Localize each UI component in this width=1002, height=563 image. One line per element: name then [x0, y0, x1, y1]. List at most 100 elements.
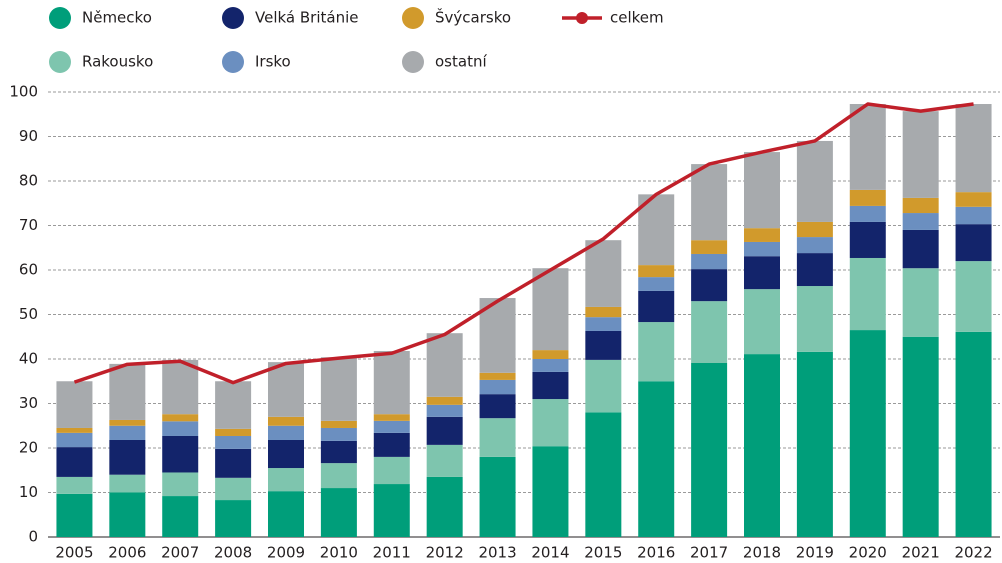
bar-segment [162, 414, 199, 422]
bar-segment [849, 257, 886, 331]
bar-segment [426, 404, 463, 417]
bar-segment [320, 420, 357, 428]
bar-segment [532, 359, 569, 372]
y-tick-label: 100 [9, 83, 38, 101]
bar-segment [796, 253, 833, 287]
bar-segment [215, 448, 252, 478]
bar-segment [56, 427, 93, 433]
bar-segment [56, 381, 93, 428]
bar-segment [426, 333, 463, 397]
x-tick-label: 2018 [743, 544, 781, 562]
bar-segment [849, 189, 886, 206]
legend-label: ostatní [435, 53, 487, 71]
bar-segment [426, 396, 463, 405]
bar-segment [955, 261, 992, 332]
y-tick-label: 50 [19, 305, 38, 323]
bar-segment [215, 435, 252, 449]
bar-segment [479, 394, 516, 419]
legend-label: Švýcarsko [435, 8, 511, 27]
bar-segment [268, 362, 304, 417]
bar-segment [320, 488, 357, 537]
legend-marker [576, 12, 588, 24]
y-tick-label: 80 [19, 172, 38, 190]
total-line [73, 102, 974, 385]
x-tick-label: 2005 [55, 544, 93, 562]
bar-segment [532, 371, 569, 400]
bar-segment [426, 476, 463, 537]
bar-segment [744, 289, 780, 355]
bar-segment [109, 474, 146, 493]
bar-segment [373, 432, 410, 457]
x-tick-label: 2020 [849, 544, 887, 562]
bar-segment [585, 330, 622, 360]
y-tick-label: 60 [19, 261, 38, 279]
bar-segment [109, 492, 146, 537]
bar-segment [638, 381, 675, 537]
bar-segment [691, 301, 728, 364]
bar-segment [902, 229, 939, 269]
y-tick-label: 40 [19, 350, 38, 368]
x-tick-label: 2021 [902, 544, 940, 562]
bar-segment [955, 192, 992, 207]
bar-segment [56, 476, 93, 494]
bar-segment [796, 237, 833, 254]
bar-segment [532, 446, 569, 537]
bar-segment [691, 164, 728, 241]
bar-segment [109, 425, 146, 440]
bar-segment [320, 427, 357, 441]
x-tick-label: 2015 [584, 544, 622, 562]
x-tick-label: 2013 [478, 544, 516, 562]
bar-segment [215, 500, 252, 537]
y-tick-label: 10 [19, 483, 38, 501]
bar-segment [955, 206, 992, 225]
bar-segment [373, 456, 410, 485]
bar-segment [162, 435, 199, 473]
bar-segment [215, 477, 252, 501]
bar-segment [268, 491, 304, 537]
bar-segment [162, 496, 199, 537]
bar-segment [109, 439, 146, 475]
bar-segment [479, 372, 516, 380]
bar-segment [585, 306, 622, 318]
bar-segment [796, 351, 833, 537]
bar-segment [796, 221, 833, 238]
y-tick-label: 70 [19, 216, 38, 234]
bar-segment [638, 265, 675, 278]
legend-label: Irsko [255, 53, 291, 71]
bar-segment [56, 493, 93, 537]
bar-segment [532, 268, 569, 351]
bar-segment [849, 205, 886, 222]
bar-segment [162, 359, 199, 415]
bar-segment [268, 416, 304, 426]
bar-segment [691, 240, 728, 254]
legend-marker [402, 51, 424, 73]
y-tick-label: 0 [28, 528, 38, 546]
x-tick-label: 2010 [320, 544, 358, 562]
bar-segment [796, 140, 833, 222]
legend-marker [49, 7, 71, 29]
bar-segment [796, 286, 833, 352]
bar-segment [373, 484, 410, 537]
x-tick-label: 2019 [796, 544, 834, 562]
legend-label: Velká Británie [255, 9, 358, 27]
bar-segment [744, 228, 780, 242]
bar-segment [744, 256, 780, 290]
x-tick-label: 2011 [373, 544, 411, 562]
bar-segment [532, 350, 569, 359]
bar-segment [744, 241, 780, 257]
x-tick-label: 2009 [267, 544, 305, 562]
bar-segment [585, 359, 622, 413]
bar-segment [426, 444, 463, 477]
bar-segment [268, 468, 304, 492]
bar-segment [320, 463, 357, 489]
y-tick-label: 30 [19, 394, 38, 412]
y-tick-label: 20 [19, 439, 38, 457]
bar-segment [268, 425, 304, 440]
bar-segment [955, 331, 992, 537]
bar-segment [109, 419, 146, 426]
bar-segment [744, 152, 780, 229]
bar-segment [849, 330, 886, 537]
bar-segment [585, 317, 622, 331]
x-tick-label: 2007 [161, 544, 199, 562]
bar-segment [479, 379, 516, 395]
